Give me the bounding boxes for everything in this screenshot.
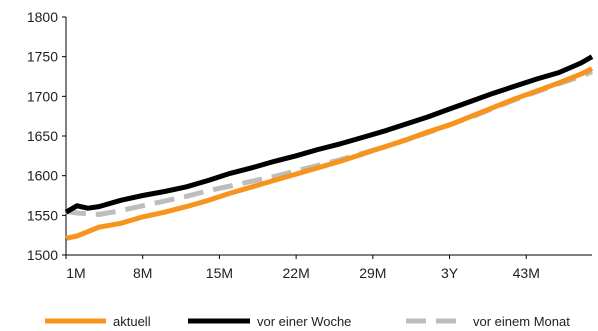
series-line-aktuell bbox=[65, 66, 594, 241]
x-tick-label: 8M bbox=[133, 265, 152, 281]
x-tick-label: 22M bbox=[283, 265, 310, 281]
y-tick-label: 1550 bbox=[27, 207, 58, 223]
x-tick-label: 43M bbox=[513, 265, 540, 281]
y-tick-label: 1600 bbox=[27, 168, 58, 184]
y-tick-label: 1500 bbox=[27, 247, 58, 263]
y-tick-label: 1700 bbox=[27, 88, 58, 104]
x-tick-label: 15M bbox=[206, 265, 233, 281]
legend-label: vor einem Monat bbox=[473, 314, 570, 329]
y-axis: 1500 1550 1600 1650 1700 1750 1800 bbox=[27, 9, 67, 263]
x-tick-label: 3Y bbox=[441, 265, 459, 281]
legend-label: aktuell bbox=[113, 314, 151, 329]
x-tick-label: 29M bbox=[359, 265, 386, 281]
legend-item: aktuell bbox=[45, 314, 151, 329]
x-axis: 1M 8M 15M 22M 29M 3Y 43M bbox=[65, 254, 592, 281]
legend-item: vor einer Woche bbox=[188, 314, 351, 329]
x-tick-label: 1M bbox=[66, 265, 85, 281]
legend: aktuell vor einer Woche vor einem Monat bbox=[45, 314, 570, 329]
legend-label: vor einer Woche bbox=[257, 314, 351, 329]
series-line-vor-einer-woche bbox=[64, 54, 594, 215]
legend-item: vor einem Monat bbox=[406, 314, 570, 329]
y-tick-label: 1650 bbox=[27, 128, 58, 144]
y-tick-label: 1750 bbox=[27, 49, 58, 65]
y-tick-label: 1800 bbox=[27, 9, 58, 25]
series-layer bbox=[64, 54, 594, 241]
